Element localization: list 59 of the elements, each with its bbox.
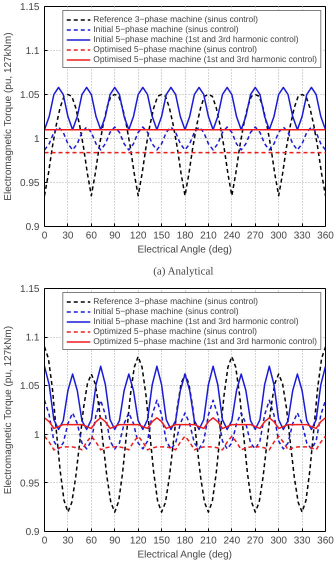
text: (a) Analytical [153, 266, 214, 278]
x-tick-label: 210 [200, 536, 218, 546]
x-tick-label: 270 [246, 230, 264, 242]
x-tick-label: 270 [246, 536, 264, 546]
x-tick-label: 330 [294, 536, 311, 546]
x-tick-label: 360 [317, 230, 334, 242]
legend-label: Initial 5−phase machine (sinus control) [93, 306, 239, 316]
x-tick-label: 120 [130, 230, 147, 242]
x-tick-label: 0 [42, 536, 48, 546]
legend-label: Optimized 5−phase machine (sinus control) [93, 326, 257, 336]
x-tick-label: 150 [153, 536, 170, 546]
y-tick-label: 1.05 [20, 381, 40, 392]
x-axis-title: Electrical Angle (deg) [137, 550, 232, 560]
x-tick-label: 0 [42, 230, 48, 242]
y-tick-label: 1.1 [26, 46, 40, 57]
x-tick-label: 180 [176, 536, 194, 546]
line-series [44, 86, 326, 130]
legend-label: Optimised 5−phase machine (1st and 3rd harmonic control) [93, 54, 317, 64]
x-tick-label: 120 [130, 536, 147, 546]
legend-label: Reference 3−phase machine (sinus control) [93, 296, 258, 306]
legend-label: Optimized 5−phase machine (1st and 3rd harmonic control) [93, 336, 317, 346]
y-tick-label: 1.15 [20, 284, 40, 295]
x-tick-label: 30 [62, 536, 74, 546]
x-axis-title: Electrical Angle (deg) [137, 244, 232, 256]
x-tick-label: 240 [223, 536, 241, 546]
y-tick-label: 1.1 [26, 332, 40, 344]
x-tick-label: 300 [270, 230, 288, 242]
x-tick-label: 240 [223, 230, 241, 242]
x-tick-label: 30 [62, 230, 74, 242]
x-tick-label: 210 [200, 230, 218, 242]
y-axis-title: Electromagnetic Torque (pu, 127kNm) [3, 32, 14, 201]
legend-label: Reference 3−phase machine (sinus control) [93, 14, 258, 24]
x-tick-label: 360 [317, 536, 334, 546]
y-axis-title: Electromagnetic Torque (pu, 127kNm) [3, 326, 14, 494]
legend-label: Initial 5−phase machine (sinus control) [93, 24, 239, 34]
y-tick-label: 1 [34, 134, 40, 145]
x-tick-label: 90 [109, 230, 121, 242]
legend-label: Initial 5−phase machine (1st and 3rd harmonic control) [93, 316, 299, 326]
legend-label: Optimised 5−phase machine (sinus control) [93, 44, 257, 54]
x-tick-label: 150 [153, 230, 170, 242]
y-tick-label: 1.15 [20, 2, 40, 13]
x-tick-label: 180 [176, 230, 194, 242]
y-tick-label: 0.95 [20, 478, 40, 490]
line-series [44, 400, 326, 450]
line-series [44, 417, 326, 430]
line-series [44, 435, 326, 451]
line-series [44, 126, 326, 151]
x-tick-label: 300 [270, 536, 288, 546]
legend-label: Initial 5−phase machine (1st and 3rd harmonic control) [93, 34, 299, 44]
y-tick-label: 0.9 [26, 527, 40, 538]
y-tick-label: 1 [34, 430, 40, 441]
y-tick-label: 0.9 [26, 222, 40, 233]
x-tick-label: 60 [86, 230, 98, 242]
x-tick-label: 330 [294, 230, 311, 242]
x-tick-label: 60 [86, 536, 98, 546]
y-tick-label: 0.95 [20, 178, 40, 189]
y-tick-label: 1.05 [20, 90, 40, 101]
line-series [44, 366, 326, 430]
x-tick-label: 90 [109, 536, 121, 546]
